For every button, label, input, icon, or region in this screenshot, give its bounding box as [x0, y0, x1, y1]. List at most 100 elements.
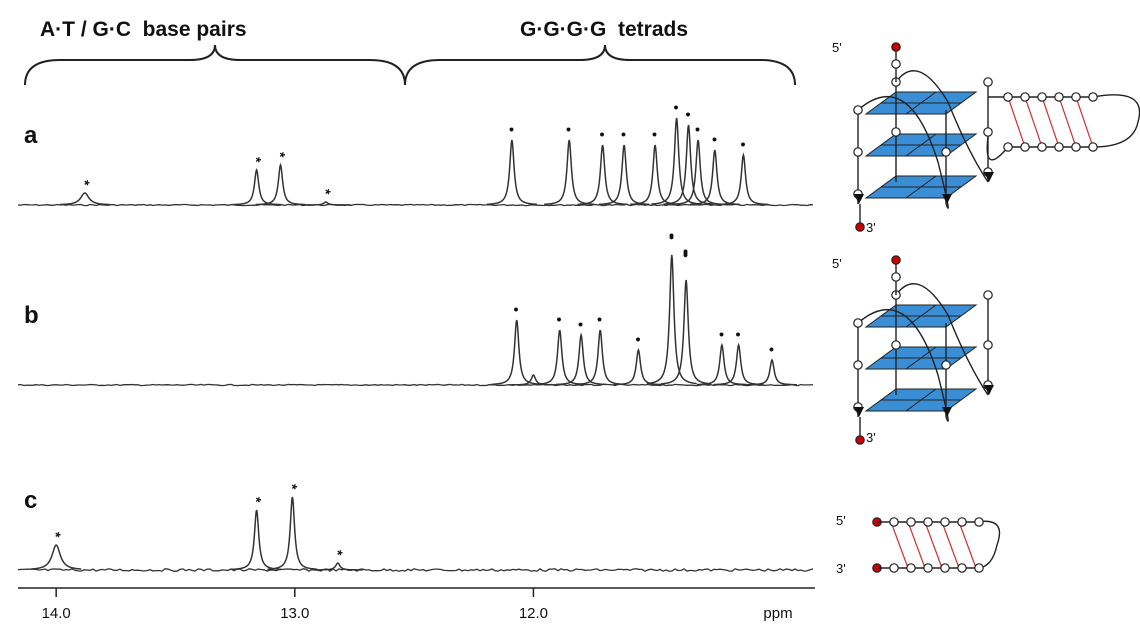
- peak-marker: •: [509, 307, 525, 312]
- peak: [663, 124, 714, 205]
- brace: [24, 44, 406, 86]
- nucleotide: [1003, 142, 1013, 152]
- nucleotide: [906, 517, 916, 527]
- peak: [646, 254, 697, 385]
- peak-marker: *: [272, 152, 288, 158]
- peak-marker: •: [707, 137, 723, 142]
- strand: [1075, 96, 1094, 148]
- nucleotide: [974, 517, 984, 527]
- peak: [300, 201, 351, 206]
- peak-marker: *: [330, 550, 346, 556]
- nucleotide: [1071, 92, 1081, 102]
- peak: [312, 562, 363, 571]
- baseline: [17, 383, 814, 387]
- peak-marker: •: [764, 347, 780, 352]
- nucleotide: [889, 563, 899, 573]
- peak-marker: •: [573, 322, 589, 327]
- peak: [59, 192, 110, 206]
- peak: [689, 149, 740, 206]
- loop: [1092, 94, 1140, 148]
- strand: [924, 521, 943, 569]
- arrow: [984, 385, 994, 395]
- nucleotide: [891, 127, 901, 137]
- heading: A·T / G·C base pairs: [40, 18, 247, 41]
- nucleotide: [923, 563, 933, 573]
- peak-marker: *: [249, 157, 265, 163]
- arrow: [984, 172, 994, 182]
- terminal: [891, 42, 901, 52]
- peak-marker: •••: [678, 249, 694, 258]
- peak-marker: •: [731, 332, 747, 337]
- peak-marker: •: [504, 127, 520, 132]
- nucleotide: [940, 563, 950, 573]
- nucleotide: [891, 340, 901, 350]
- loop: [976, 520, 1001, 569]
- nucleotide: [891, 59, 901, 69]
- nucleotide: [1054, 142, 1064, 152]
- peak: [534, 329, 585, 386]
- panel-label: c: [24, 487, 37, 514]
- nucleotide: [957, 563, 967, 573]
- peak: [508, 374, 559, 386]
- nucleotide: [853, 360, 863, 370]
- peak: [231, 168, 282, 206]
- nucleotide: [983, 290, 993, 300]
- three-prime: 3': [866, 430, 876, 445]
- nucleotide: [941, 147, 951, 157]
- peak-marker: •: [595, 132, 611, 137]
- loop: [857, 95, 949, 209]
- peak: [577, 144, 628, 206]
- strand: [941, 521, 960, 569]
- nucleotide: [853, 318, 863, 328]
- nucleotide: [1088, 142, 1098, 152]
- peak-marker: *: [318, 189, 334, 195]
- peak-marker: •: [735, 142, 751, 147]
- terminal: [855, 222, 865, 232]
- nucleotide: [1037, 92, 1047, 102]
- peak-marker: *: [284, 484, 300, 490]
- peak: [673, 139, 724, 206]
- peak-marker: •: [630, 337, 646, 342]
- strand: [907, 521, 926, 569]
- nucleotide: [1003, 92, 1013, 102]
- panel-label: a: [24, 122, 38, 149]
- three-prime: 3': [836, 561, 846, 576]
- nucleotide: [983, 77, 993, 87]
- peak: [613, 348, 664, 386]
- terminal: [855, 435, 865, 445]
- nucleotide: [906, 563, 916, 573]
- nucleotide: [940, 517, 950, 527]
- nucleotide: [983, 340, 993, 350]
- arrow: [854, 407, 864, 417]
- peak-marker: *: [77, 180, 93, 186]
- nucleotide: [889, 517, 899, 527]
- peak: [486, 139, 537, 206]
- arrow: [942, 407, 952, 417]
- peak: [231, 509, 282, 571]
- peak-marker: ••: [664, 233, 680, 240]
- x-tick-label: 13.0: [280, 605, 309, 622]
- terminal: [891, 255, 901, 265]
- nucleotide: [1020, 92, 1030, 102]
- peak: [575, 329, 626, 386]
- arrow: [942, 194, 952, 204]
- peak: [267, 496, 318, 570]
- peak: [696, 342, 747, 386]
- loop: [986, 136, 1009, 161]
- nucleotide: [1088, 92, 1098, 102]
- heading: G·G·G·G tetrads: [520, 18, 688, 41]
- nucleotide: [941, 360, 951, 370]
- nucleotide: [1020, 142, 1030, 152]
- strand: [1058, 96, 1077, 148]
- nucleotide: [983, 127, 993, 137]
- nucleotide: [853, 105, 863, 115]
- peak-marker: •: [561, 127, 577, 132]
- peak: [31, 544, 82, 570]
- strand: [1024, 96, 1043, 148]
- three-prime: 3': [866, 220, 876, 235]
- peak: [718, 152, 769, 206]
- five-prime: 5': [836, 513, 846, 528]
- strand: [890, 521, 909, 569]
- nucleotide: [957, 517, 967, 527]
